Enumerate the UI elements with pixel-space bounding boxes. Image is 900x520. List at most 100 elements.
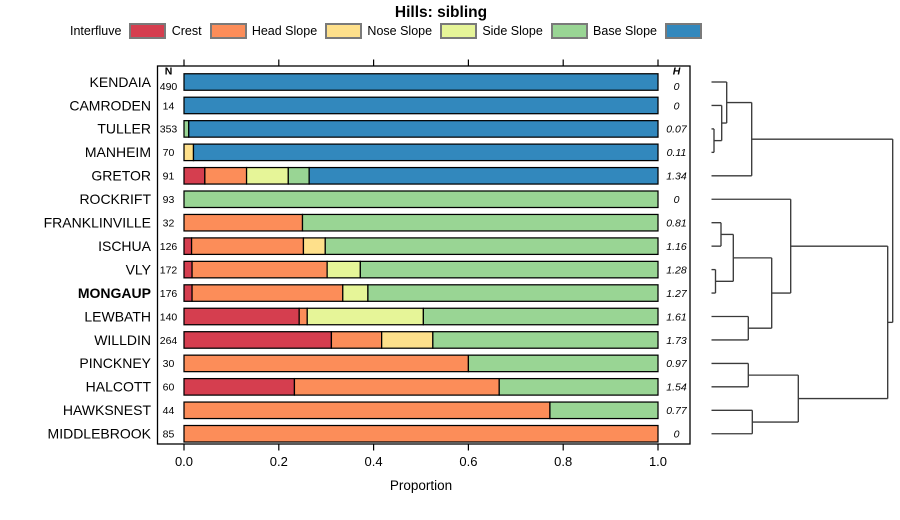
bar-segment-side <box>301 213 659 232</box>
h-value: 0.97 <box>666 358 688 370</box>
bar-segment-side <box>432 331 659 349</box>
h-value: 0 <box>674 100 680 112</box>
h-value: 1.73 <box>666 335 687 347</box>
n-value: 14 <box>163 100 175 112</box>
n-value: 44 <box>163 405 175 417</box>
row-label: LEWBATH <box>84 308 151 324</box>
legend-item-base: Base Slope <box>593 23 702 39</box>
bar-segment-interfluve <box>183 284 193 302</box>
row-label: VLY <box>126 261 152 277</box>
row-label: WILLDIN <box>94 332 151 348</box>
h-value: 0.07 <box>666 124 688 136</box>
bar-segment-crest <box>183 354 470 373</box>
bar-segment-nose <box>245 166 289 185</box>
n-value: 264 <box>160 335 178 347</box>
bar-segment-crest <box>183 213 304 232</box>
n-value: 85 <box>163 429 175 441</box>
bar-segment-side <box>183 120 190 138</box>
legend-label: Base Slope <box>593 24 657 38</box>
bar-segment-side <box>422 307 659 326</box>
legend-color-swatch-base <box>664 23 702 39</box>
n-value: 60 <box>163 382 175 394</box>
row-label: FRANKLINVILLE <box>44 215 151 231</box>
h-value: 0.11 <box>667 147 687 159</box>
legend-item-head: Head Slope <box>251 23 363 39</box>
n-value: 91 <box>163 171 175 183</box>
bar-segment-base <box>183 96 659 115</box>
h-value: 0.77 <box>666 405 688 417</box>
bar-segment-head <box>183 143 195 162</box>
bar-segment-crest <box>183 401 551 420</box>
n-value: 32 <box>163 218 175 230</box>
x-axis-tick-label: 0.8 <box>554 454 572 469</box>
h-value: 1.61 <box>666 311 686 323</box>
bar-segment-interfluve <box>183 307 300 326</box>
bar-segment-head <box>381 331 434 349</box>
row-label: ISCHUA <box>98 238 152 254</box>
x-axis-tick-label: 0.4 <box>365 454 383 469</box>
legend-color-swatch-interfluve <box>129 23 167 39</box>
legend-label: Nose Slope <box>367 24 433 38</box>
n-value: 353 <box>160 124 178 136</box>
bar-segment-crest <box>293 377 500 396</box>
plot-frame <box>156 65 691 445</box>
bar-segment-side <box>498 377 659 396</box>
bar-segment-crest <box>330 331 383 349</box>
n-value: 93 <box>163 194 175 206</box>
bar-segment-interfluve <box>183 237 193 256</box>
bar-segment-base <box>308 166 659 185</box>
x-axis-tick-label: 0.6 <box>459 454 477 469</box>
h-value: 1.27 <box>666 288 688 300</box>
bar-segment-side <box>324 237 659 256</box>
bar-segment-side <box>287 166 310 185</box>
legend-label: Side Slope <box>482 24 543 38</box>
h-value: 1.28 <box>666 264 687 276</box>
h-value: 1.34 <box>666 171 687 183</box>
row-label: ROCKRIFT <box>79 191 151 207</box>
bar-segment-base <box>183 73 659 91</box>
bar-segment-side <box>467 354 659 373</box>
legend: Interfluve Crest Head Slope Nose Slope Side … <box>70 22 702 40</box>
row-label: HAWKSNEST <box>63 402 152 418</box>
x-axis-title: Proportion <box>390 478 452 493</box>
h-value: 0 <box>674 194 680 206</box>
h-value: 0.81 <box>666 218 686 230</box>
legend-item-interfluve: Interfluve <box>70 23 167 39</box>
legend-color-swatch-nose <box>440 23 478 39</box>
x-axis-tick-label: 0.2 <box>270 454 288 469</box>
h-column-header: H <box>673 66 681 78</box>
row-label: PINCKNEY <box>79 355 151 371</box>
legend-label: Crest <box>171 24 202 38</box>
legend-color-swatch-crest <box>209 23 247 39</box>
bar-segment-nose <box>306 307 424 326</box>
row-label: MONGAUP <box>78 285 151 301</box>
bar-segment-head <box>302 237 326 256</box>
legend-color-swatch-side <box>550 23 588 39</box>
row-label: TULLER <box>97 121 151 137</box>
n-value: 176 <box>160 288 178 300</box>
bar-segment-nose <box>326 260 361 279</box>
bar-segment-side <box>367 284 659 302</box>
bar-segment-nose <box>342 284 369 302</box>
h-value: 1.54 <box>666 382 687 394</box>
n-value: 30 <box>163 358 175 370</box>
bar-segment-crest <box>298 307 308 326</box>
row-label: HALCOTT <box>86 379 152 395</box>
n-value: 70 <box>163 147 175 159</box>
legend-color-swatch-head <box>325 23 363 39</box>
bar-segment-crest <box>183 424 659 443</box>
row-label: KENDAIA <box>90 74 152 90</box>
legend-item-nose: Nose Slope <box>367 23 478 39</box>
x-axis-tick-label: 0.0 <box>175 454 193 469</box>
legend-label: Head Slope <box>251 24 318 38</box>
bar-segment-base <box>188 120 659 138</box>
row-label: MANHEIM <box>85 144 151 160</box>
n-value: 172 <box>160 264 178 276</box>
bar-segment-crest <box>190 237 305 256</box>
chart-title: Hills: sibling <box>394 4 488 21</box>
bar-segment-interfluve <box>183 377 296 396</box>
bar-segment-side <box>549 401 659 420</box>
bar-segment-side <box>183 190 659 209</box>
